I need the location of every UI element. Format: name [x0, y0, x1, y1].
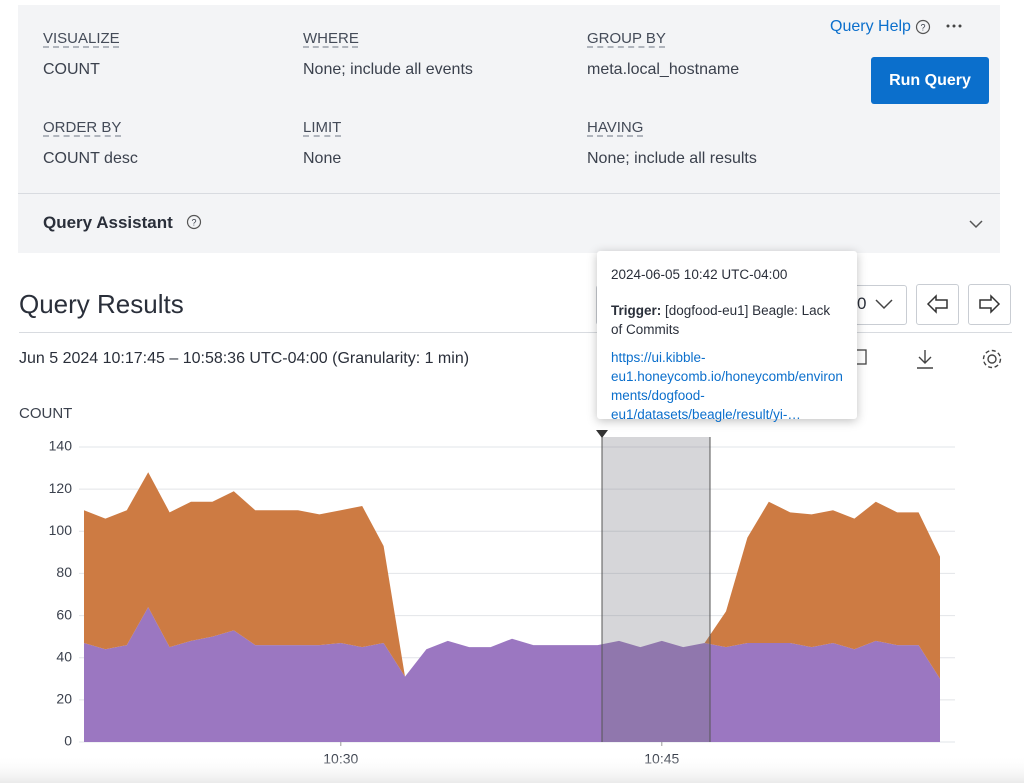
tooltip-trigger-label: Trigger:	[611, 303, 661, 318]
y-tick-label: 20	[56, 691, 72, 707]
y-tick-label: 60	[56, 606, 72, 622]
y-axis-label: COUNT	[19, 405, 72, 422]
marker	[596, 430, 608, 438]
y-tick-label: 40	[56, 648, 72, 664]
y-tick-label: 100	[49, 522, 73, 538]
y-tick-label: 80	[56, 564, 72, 580]
tooltip-time: 2024-06-05 10:42 UTC-04:00	[611, 265, 843, 284]
y-tick-label: 140	[49, 438, 73, 454]
y-tick-label: 0	[64, 733, 72, 749]
tooltip-link[interactable]: https://ui.kibble-eu1.honeycomb.io/honey…	[611, 350, 843, 422]
selection-band	[602, 437, 710, 742]
bottom-fade	[0, 755, 1024, 783]
tooltip: 2024-06-05 10:42 UTC-04:00 Trigger: [dog…	[597, 251, 857, 419]
y-tick-label: 120	[49, 480, 73, 496]
